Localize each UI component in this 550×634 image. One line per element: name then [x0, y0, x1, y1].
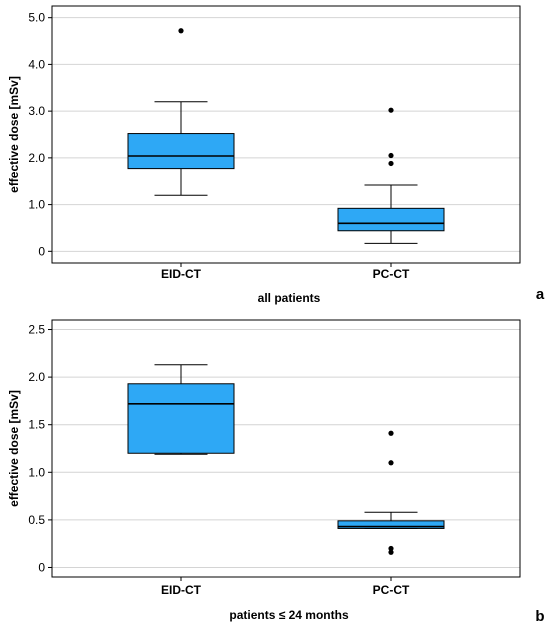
y-tick-label: 2.5: [28, 323, 45, 337]
y-tick-label: 1.0: [28, 198, 45, 212]
y-tick-label: 3.0: [28, 104, 45, 118]
panel-label: a: [536, 286, 545, 303]
box-PC-CT: [337, 207, 445, 232]
panel-a: [48, 5, 521, 267]
outlier-point: [388, 430, 394, 436]
panel-label: b: [535, 608, 544, 625]
y-tick-label: 1.0: [28, 465, 45, 479]
box-PC-CT: [337, 520, 445, 529]
panel-b: [48, 319, 521, 581]
outlier-point: [388, 460, 394, 466]
box-EID-CT: [127, 133, 235, 170]
y-tick-label: 2.0: [28, 370, 45, 384]
y-tick-label: 5.0: [28, 11, 45, 25]
outlier-point: [178, 28, 184, 34]
y-axis-title: effective dose [mSv]: [7, 76, 21, 193]
outlier-point: [388, 107, 394, 113]
x-axis-title: all patients: [258, 291, 321, 305]
category-label: PC-CT: [373, 583, 410, 597]
y-tick-label: 1.5: [28, 418, 45, 432]
outlier-point: [388, 160, 394, 167]
category-label: EID-CT: [161, 583, 202, 597]
outlier-point: [388, 152, 394, 159]
category-label: EID-CT: [161, 267, 202, 281]
box-EID-CT: [127, 383, 235, 454]
y-tick-label: 0: [38, 560, 45, 574]
outlier-point: [388, 545, 394, 552]
category-label: PC-CT: [373, 267, 410, 281]
y-axis-title: effective dose [mSv]: [7, 390, 21, 507]
y-tick-label: 4.0: [28, 57, 45, 71]
y-tick-label: 0: [38, 244, 45, 258]
plot-area-frame: [51, 319, 521, 578]
x-axis-title: patients ≤ 24 months: [229, 608, 349, 622]
plot-area-frame: [51, 5, 521, 264]
outlier-point: [388, 549, 394, 555]
y-tick-label: 2.0: [28, 151, 45, 165]
y-tick-label: 0.5: [28, 513, 45, 527]
